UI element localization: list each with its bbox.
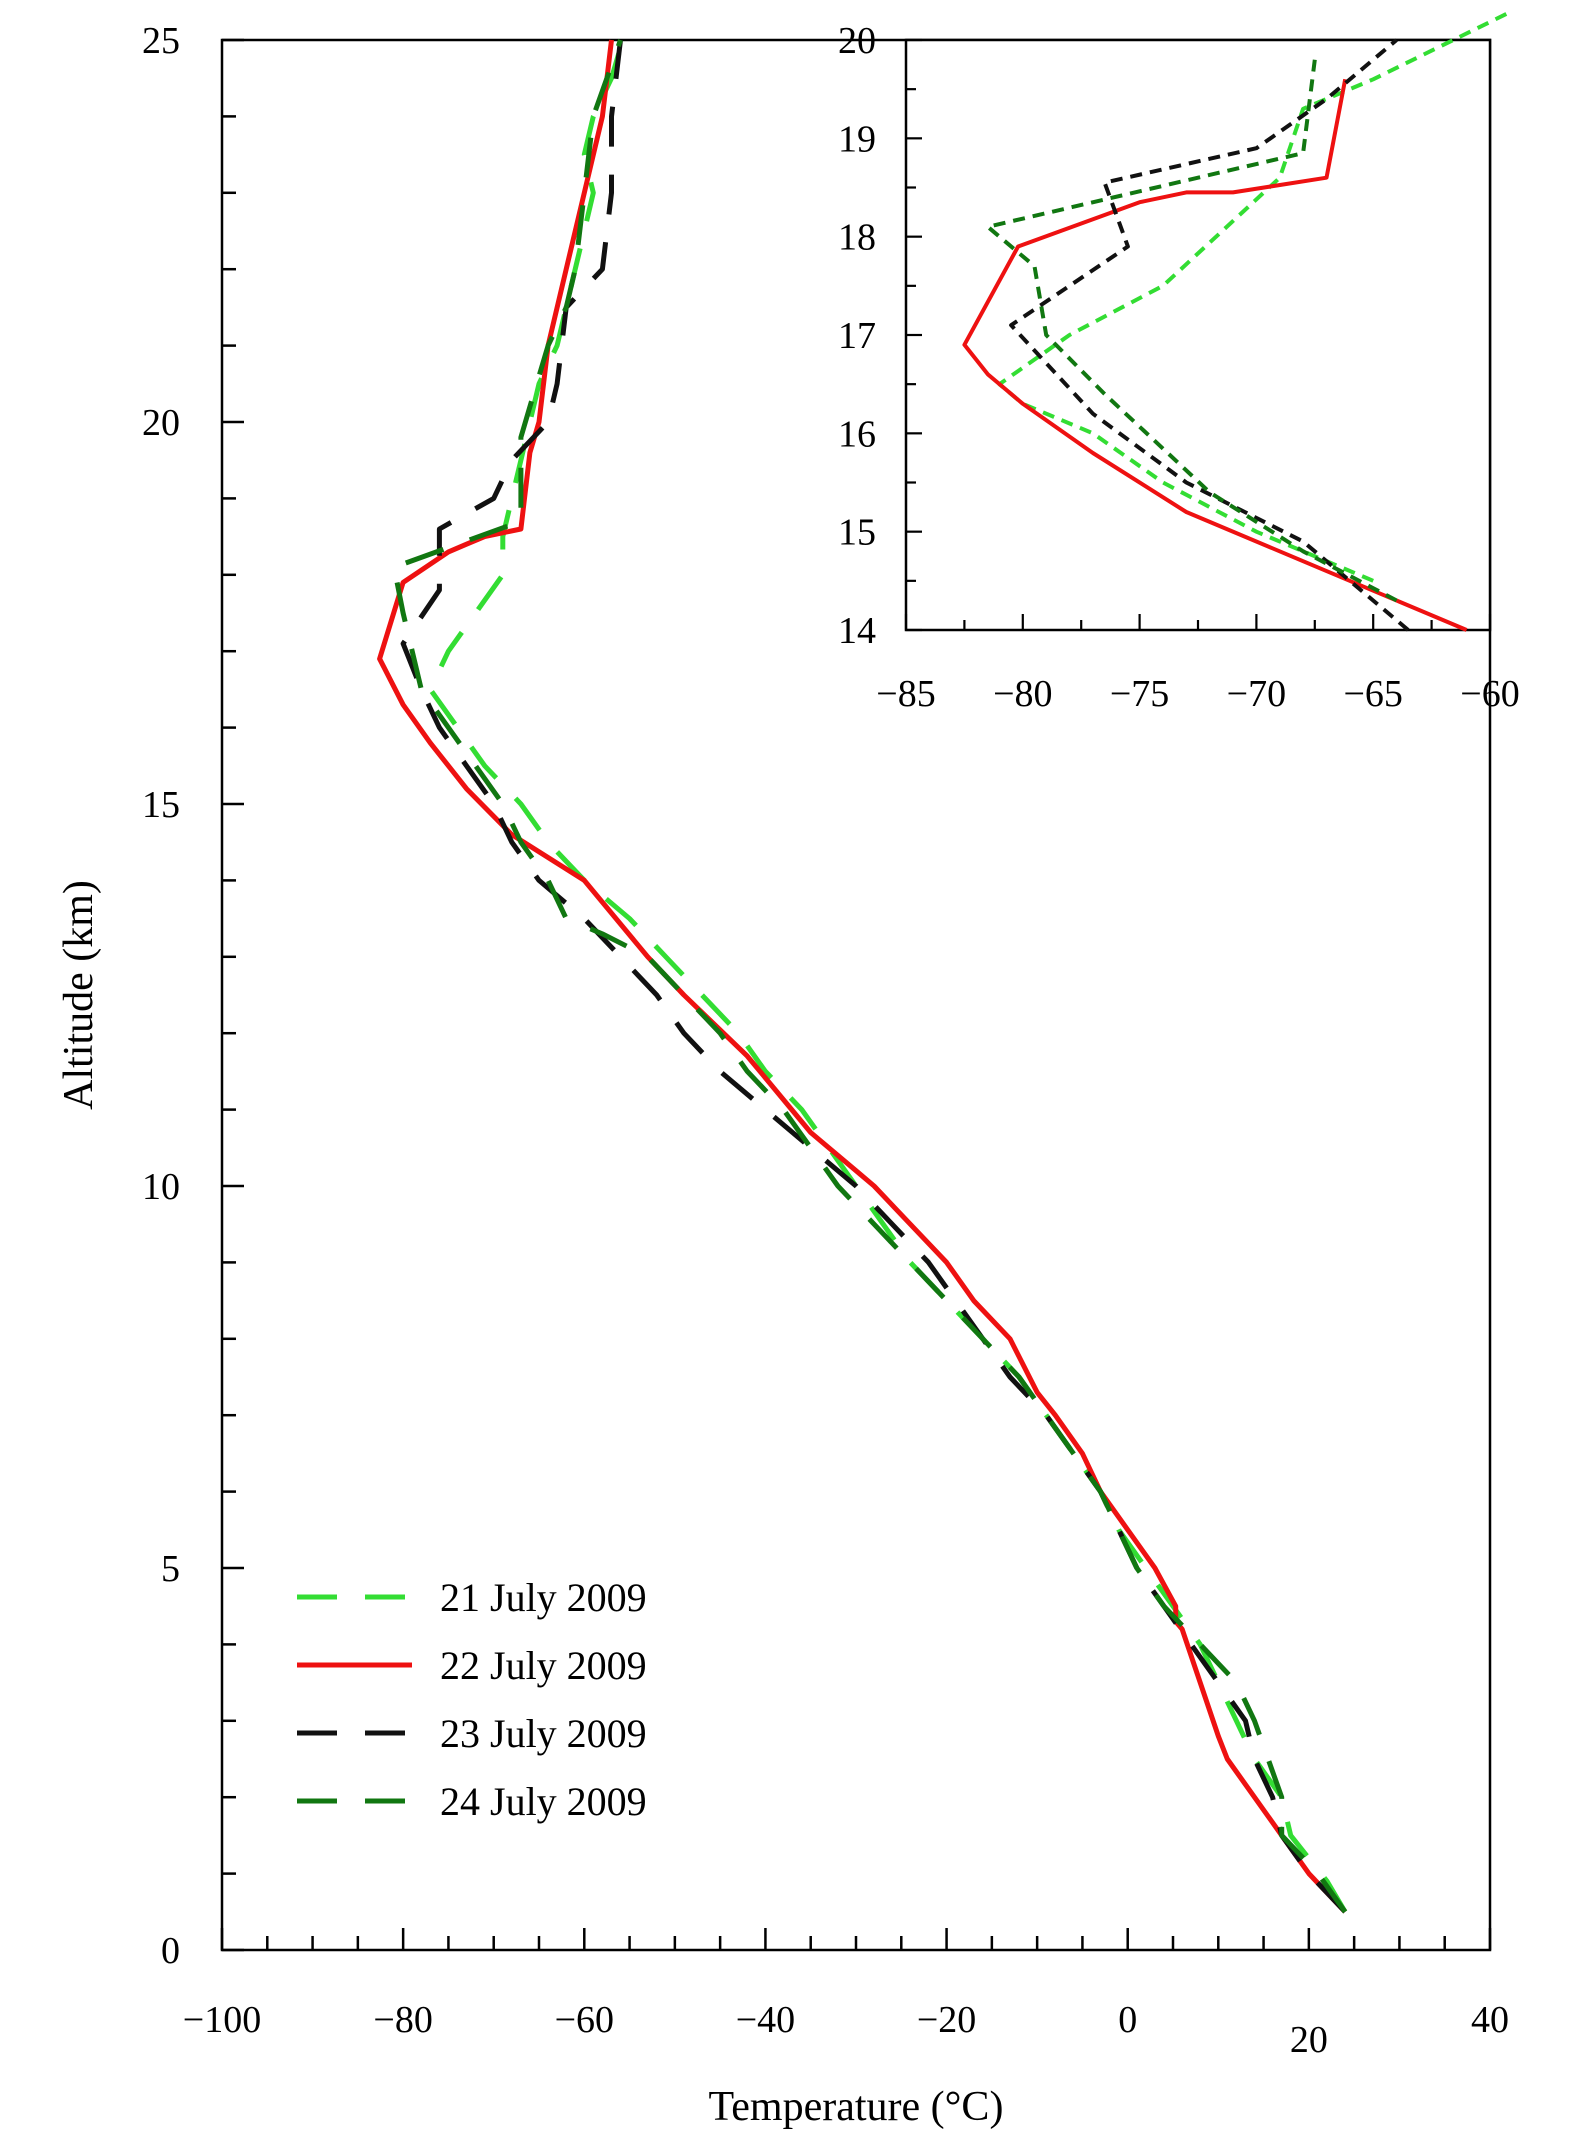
inset-x-tick-label: −60 [1460,673,1519,715]
series-line-2 [377,39,1347,1914]
inset-series-line-1 [997,8,1515,583]
inset-y-tick-label: 17 [838,315,876,357]
inset-x-tick-label: −80 [993,673,1052,715]
y-tick-label: 25 [142,20,180,62]
y-tick-label: 15 [142,784,180,826]
y-tick-label: 20 [142,402,180,444]
x-tick-label: −80 [373,1999,432,2041]
main-axis-ticks: −100 −80 −60 −40 −20 0 20 40 0 5 10 15 20 25 [142,20,1509,2061]
y-tick-label: 10 [142,1166,180,1208]
x-tick-label: −40 [736,1999,795,2041]
inset-x-tick-label: −70 [1227,673,1286,715]
inset-y-tick-label: 18 [838,217,876,259]
legend-label-21-july: 21 July 2009 [440,1575,647,1620]
x-tick-label: 40 [1471,1999,1509,2041]
x-tick-label: −60 [555,1999,614,2041]
series-line-4 [391,39,1348,1914]
main-plot-series [377,39,1348,1914]
inset-y-tick-label: 15 [838,512,876,554]
x-tick-label: 0 [1118,1999,1137,2041]
y-axis-title: Altitude (km) [56,880,102,1110]
x-axis-title: Temperature (°C) [709,2084,1004,2130]
legend-label-23-july: 23 July 2009 [440,1711,647,1756]
inset-axis-ticks: −85 −80 −75 −70 −65 −60 14 15 16 17 18 19 20 [838,20,1520,715]
x-tick-label: −20 [917,1999,976,2041]
inset-x-tick-label: −65 [1343,673,1402,715]
inset-y-tick-label: 19 [838,118,876,160]
inset-x-tick-label: −85 [876,673,935,715]
inset-plot-background [906,40,1490,630]
legend-label-24-july: 24 July 2009 [440,1779,647,1824]
y-tick-label: 0 [161,1930,180,1972]
inset-series-line-4 [985,59,1398,603]
legend: 21 July 2009 22 July 2009 23 July 2009 2… [297,1575,647,1824]
legend-label-22-july: 22 July 2009 [440,1643,647,1688]
series-line-1 [427,46,1348,1914]
inset-x-tick-label: −75 [1110,673,1169,715]
y-tick-label: 5 [161,1548,180,1590]
inset-y-tick-label: 16 [838,413,876,455]
x-tick-label: 20 [1290,2019,1328,2061]
inset-y-tick-label: 20 [838,20,876,62]
inset-series-line-2 [962,78,1468,632]
inset-series-line-3 [1009,38,1410,632]
x-tick-label: −100 [183,1999,261,2041]
inset-y-tick-label: 14 [838,610,876,652]
inset-plot-series [962,8,1515,632]
